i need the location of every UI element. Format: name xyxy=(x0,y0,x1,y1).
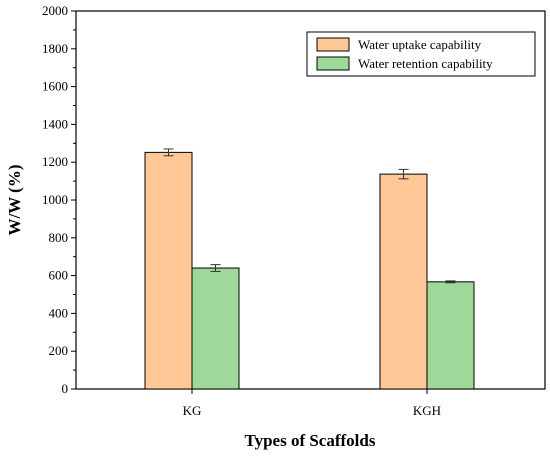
y-tick-label: 0 xyxy=(62,381,69,396)
y-tick-label: 1000 xyxy=(42,192,68,207)
legend-swatch xyxy=(316,56,350,71)
y-tick-label: 1800 xyxy=(42,41,68,56)
y-tick-label: 800 xyxy=(49,230,69,245)
bars xyxy=(144,148,475,390)
legend-label: Water uptake capability xyxy=(358,37,482,52)
legend-swatch xyxy=(316,37,350,52)
y-tick-label: 1400 xyxy=(42,116,68,131)
legend-label: Water retention capability xyxy=(358,56,493,71)
ticks: 0 200 400 600 800 1000 1200 1400 1600 1800 2000 KG K… xyxy=(42,3,441,418)
y-tick-label: 400 xyxy=(49,305,69,320)
y-tick-label: 1600 xyxy=(42,79,68,94)
x-tick-label: KGH xyxy=(413,403,441,418)
y-tick-label: 1200 xyxy=(42,154,68,169)
y-tick-label: 2000 xyxy=(42,3,68,18)
bar xyxy=(144,151,193,390)
y-tick-label: 200 xyxy=(49,343,69,358)
x-tick-label: KG xyxy=(183,403,202,418)
legend: Water uptake capability Water retention c… xyxy=(306,31,536,77)
bar xyxy=(379,173,428,390)
bar xyxy=(426,281,475,390)
y-axis-title: W/W (%) xyxy=(5,165,24,236)
y-tick-label: 600 xyxy=(49,268,69,283)
bar xyxy=(191,267,240,390)
x-axis-title: Types of Scaffolds xyxy=(245,431,376,450)
